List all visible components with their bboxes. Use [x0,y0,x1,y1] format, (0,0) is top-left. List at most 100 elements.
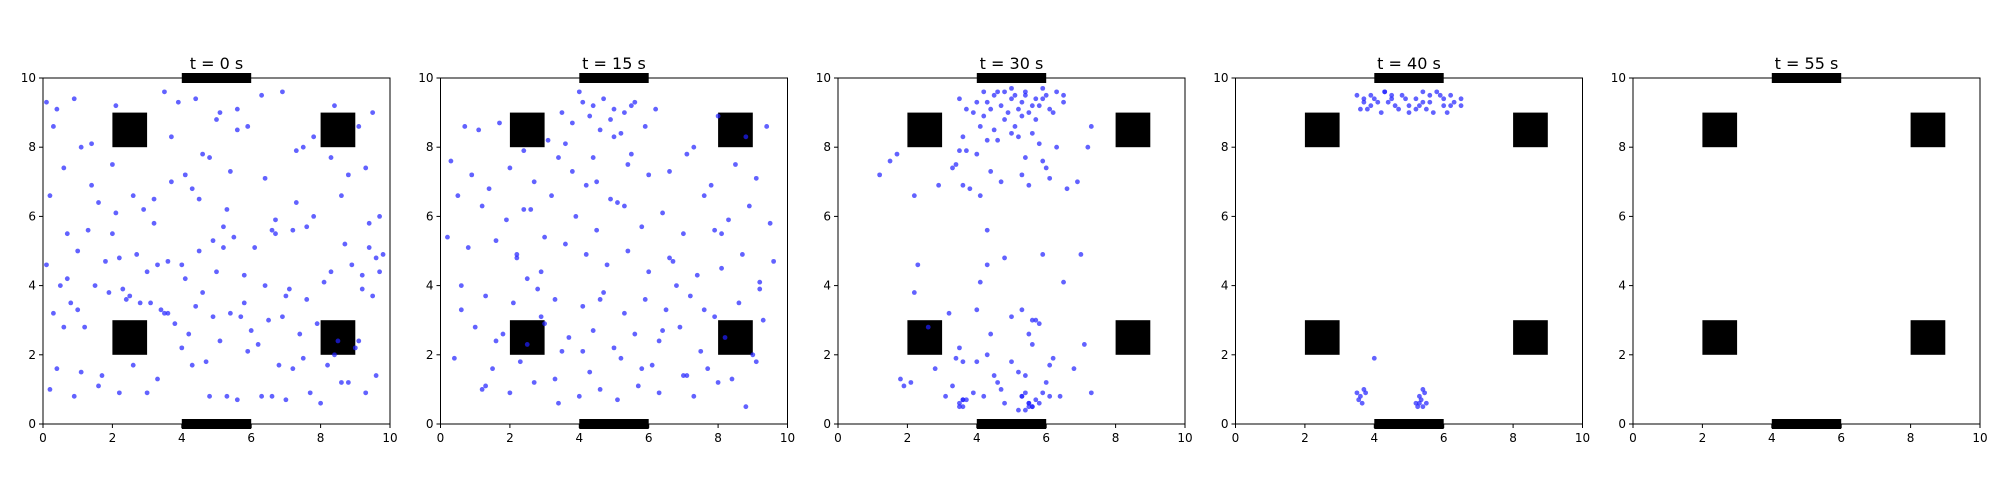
agent-point [1375,99,1381,105]
agent-point [1016,369,1021,375]
agent-point [339,380,344,385]
agent-point [445,234,450,240]
agent-point [936,182,942,188]
x-tick-label: 10 [382,431,397,445]
agent-point [1458,96,1464,102]
agent-point [1413,96,1419,102]
obstacle [907,112,943,148]
x-tick-label: 6 [247,431,255,445]
agent-point [1413,106,1419,112]
agent-point [134,252,140,257]
agent-point [78,144,84,150]
agent-point [1033,117,1039,122]
agent-point [1451,99,1457,105]
agent-point [559,110,565,115]
agent-point [576,393,582,399]
agent-point [113,210,119,216]
agent-point [583,182,589,188]
agent-point [359,272,365,278]
agent-point [521,148,527,154]
agent-point [1036,141,1042,147]
agent-point [898,376,903,382]
agent-point [590,103,596,109]
agent-point [611,106,617,112]
agent-point [234,397,240,403]
exit-door [1771,73,1842,83]
agent-point [193,303,199,309]
agent-point [1016,106,1021,112]
x-tick-label: 6 [1042,431,1050,445]
agent-point [639,224,645,230]
agent-point [542,321,547,327]
agent-point [984,137,990,143]
agent-point [1054,89,1060,95]
agent-point [977,193,983,199]
agent-point [123,297,129,302]
agent-point [179,262,185,268]
agent-point [1441,103,1447,109]
agent-point [991,373,997,378]
agent-point [64,276,70,282]
agent-point [458,283,464,288]
agent-point [684,373,690,378]
agent-point [1427,99,1433,105]
agent-point [259,393,265,399]
y-tick-label: 2 [426,348,434,362]
agent-point [1016,407,1021,413]
agent-point [1047,175,1053,181]
agent-point [1088,390,1094,396]
agent-point [193,96,199,102]
agent-point [597,127,603,133]
panel-2: t = 30 s 0 2 4 6 8 10 0 2 4 6 8 10 [816,54,1193,445]
x-tick-label: 4 [178,431,186,445]
agent-point [708,182,714,188]
x-tick-label: 10 [1177,431,1192,445]
agent-point [44,262,49,268]
agent-point [608,196,613,202]
x-tick-label: 4 [1768,431,1776,445]
x-tick-label: 0 [1232,431,1240,445]
agent-point [957,345,962,351]
agent-point [957,148,962,154]
agent-point [255,342,261,347]
agent-point [667,169,672,174]
obstacle [1115,112,1151,148]
agent-point [967,186,973,192]
x-tick-label: 0 [437,431,445,445]
panel-title: t = 15 s [582,54,646,73]
agent-point [217,110,223,115]
agent-point [110,162,115,167]
agent-point [753,359,759,365]
agent-point [262,175,268,181]
agent-point [1029,130,1035,136]
agent-point [54,106,60,112]
y-tick-label: 2 [1618,348,1626,362]
agent-point [1019,393,1025,399]
agent-point [500,331,506,337]
agent-point [1012,92,1018,98]
agent-point [1458,103,1464,109]
agent-point [168,134,174,140]
y-tick-label: 10 [21,71,36,85]
agent-point [1448,103,1454,109]
agent-point [339,193,344,199]
agent-point [953,355,959,361]
exit-door [579,419,649,429]
agent-point [451,355,457,361]
agent-point [988,169,994,174]
agent-point [1406,110,1412,115]
agent-point [1406,103,1412,109]
agent-point [373,373,379,378]
agent-point [960,404,966,410]
agent-point [625,248,631,254]
obstacle [718,112,753,148]
agent-point [1047,362,1053,368]
x-tick-label: 8 [1112,431,1120,445]
agent-point [1356,397,1362,403]
y-tick-label: 10 [1213,71,1228,85]
agent-point [911,193,917,199]
agent-point [974,359,980,365]
agent-point [1026,331,1032,337]
agent-point [1382,89,1388,95]
agent-point [925,324,931,330]
